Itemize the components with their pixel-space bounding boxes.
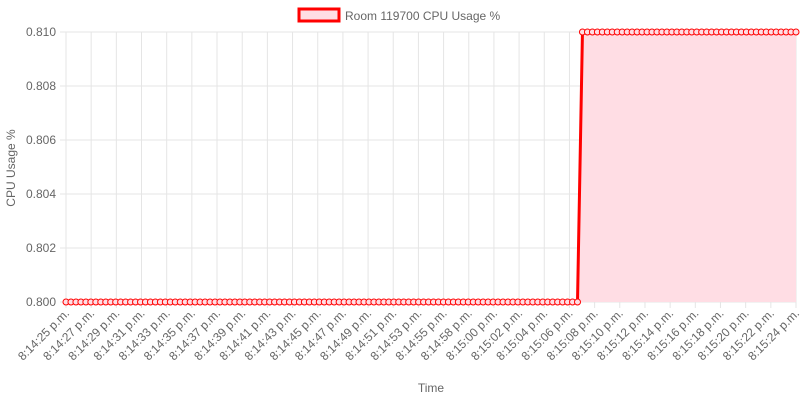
data-point[interactable] [792,28,800,36]
area-fill [66,32,796,302]
y-tick-label: 0.802 [26,241,56,255]
legend-label[interactable]: Room 119700 CPU Usage % [345,9,501,23]
y-tick-label: 0.808 [26,79,56,93]
legend[interactable]: Room 119700 CPU Usage % [297,7,501,23]
x-axis-ticks: 8:14:25 p.m.8:14:27 p.m.8:14:29 p.m.8:14… [15,306,800,363]
y-tick-label: 0.810 [26,25,56,39]
y-tick-label: 0.800 [26,295,56,309]
y-tick-label: 0.806 [26,133,56,147]
data-point[interactable] [573,298,581,306]
y-axis-ticks: 0.800 0.802 0.804 0.806 0.808 0.810 [26,25,56,309]
series-area [66,32,796,302]
y-axis-title: CPU Usage % [4,129,18,207]
data-points [62,28,800,306]
x-axis-title: Time [418,381,445,395]
legend-swatch[interactable] [297,7,341,23]
y-tick-label: 0.804 [26,187,56,201]
